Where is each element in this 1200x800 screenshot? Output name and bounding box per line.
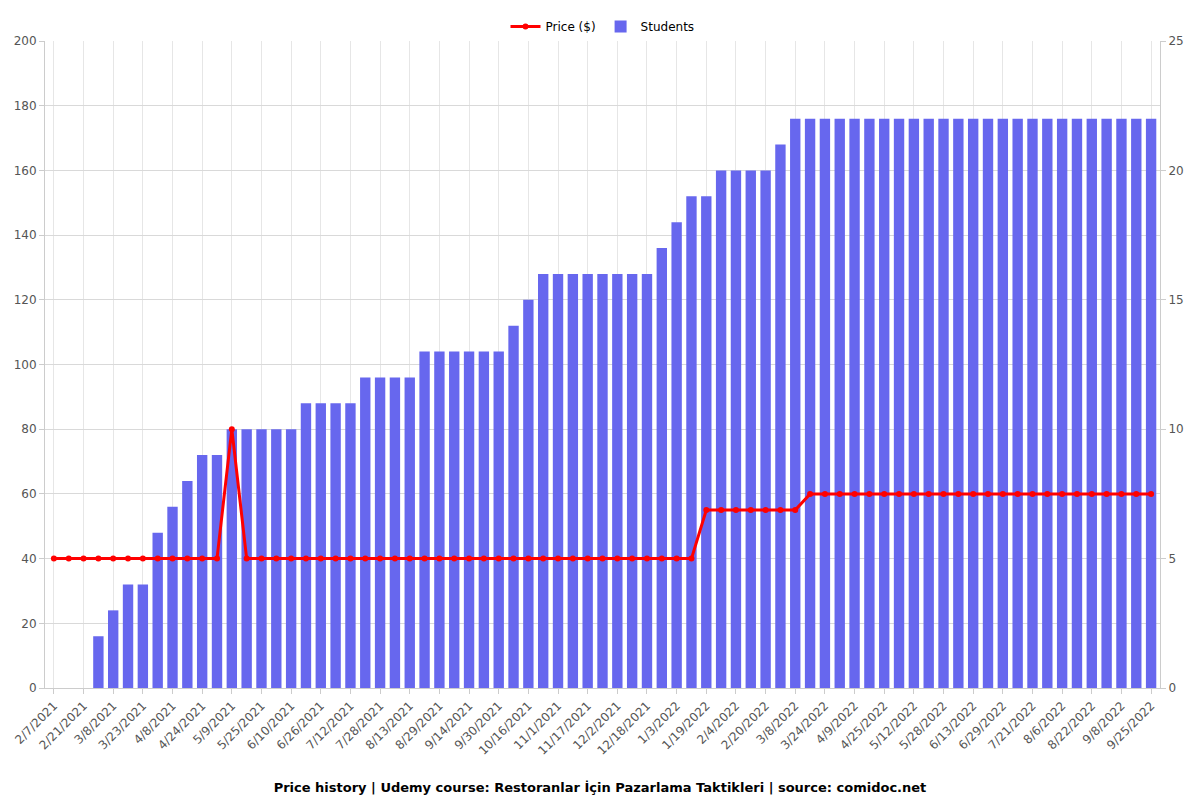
svg-text:4/25/2022: 4/25/2022 bbox=[837, 699, 890, 752]
svg-text:10/16/2021: 10/16/2021 bbox=[476, 699, 535, 758]
svg-text:5/12/2022: 5/12/2022 bbox=[867, 699, 920, 752]
svg-text:2/21/2021: 2/21/2021 bbox=[37, 699, 90, 752]
svg-text:11/17/2021: 11/17/2021 bbox=[535, 699, 594, 758]
svg-text:160: 160 bbox=[14, 164, 37, 178]
svg-text:3/24/2022: 3/24/2022 bbox=[778, 699, 831, 752]
svg-text:8/13/2021: 8/13/2021 bbox=[363, 699, 416, 752]
svg-text:140: 140 bbox=[14, 228, 37, 242]
svg-text:4/9/2022: 4/9/2022 bbox=[813, 699, 861, 747]
svg-text:1/3/2022: 1/3/2022 bbox=[635, 699, 683, 747]
svg-text:2/4/2022: 2/4/2022 bbox=[694, 699, 742, 747]
svg-text:60: 60 bbox=[21, 487, 36, 501]
svg-text:12/2/2021: 12/2/2021 bbox=[570, 699, 623, 752]
svg-text:180: 180 bbox=[14, 99, 37, 113]
svg-text:8/22/2022: 8/22/2022 bbox=[1045, 699, 1098, 752]
svg-text:8/29/2021: 8/29/2021 bbox=[392, 699, 445, 752]
svg-text:Students: Students bbox=[641, 20, 695, 34]
svg-text:5/28/2022: 5/28/2022 bbox=[896, 699, 949, 752]
svg-text:6/13/2022: 6/13/2022 bbox=[926, 699, 979, 752]
svg-text:100: 100 bbox=[14, 358, 37, 372]
svg-text:20: 20 bbox=[21, 617, 36, 631]
svg-text:12/18/2021: 12/18/2021 bbox=[595, 699, 654, 758]
svg-text:2/7/2021: 2/7/2021 bbox=[12, 699, 60, 747]
svg-text:5/9/2021: 5/9/2021 bbox=[190, 699, 238, 747]
svg-text:7/28/2021: 7/28/2021 bbox=[333, 699, 386, 752]
svg-text:40: 40 bbox=[21, 552, 36, 566]
svg-text:9/14/2021: 9/14/2021 bbox=[422, 699, 475, 752]
svg-text:15: 15 bbox=[1168, 293, 1183, 307]
svg-text:4/8/2021: 4/8/2021 bbox=[131, 699, 179, 747]
svg-text:3/23/2021: 3/23/2021 bbox=[96, 699, 149, 752]
svg-text:9/30/2021: 9/30/2021 bbox=[452, 699, 505, 752]
svg-text:0: 0 bbox=[29, 681, 37, 695]
svg-text:Price ($): Price ($) bbox=[546, 20, 596, 34]
svg-text:6/10/2021: 6/10/2021 bbox=[244, 699, 297, 752]
svg-text:20: 20 bbox=[1168, 164, 1183, 178]
svg-text:80: 80 bbox=[21, 422, 36, 436]
svg-text:5: 5 bbox=[1168, 552, 1176, 566]
svg-text:9/8/2022: 9/8/2022 bbox=[1080, 699, 1128, 747]
svg-text:11/1/2021: 11/1/2021 bbox=[511, 699, 564, 752]
svg-text:5/25/2021: 5/25/2021 bbox=[214, 699, 267, 752]
svg-text:200: 200 bbox=[14, 34, 37, 48]
svg-text:25: 25 bbox=[1168, 34, 1183, 48]
svg-text:8/6/2022: 8/6/2022 bbox=[1020, 699, 1068, 747]
svg-text:Price history | Udemy course:: Price history | Udemy course: Restoranla… bbox=[274, 780, 927, 795]
svg-text:3/8/2022: 3/8/2022 bbox=[754, 699, 802, 747]
svg-text:120: 120 bbox=[14, 293, 37, 307]
svg-text:2/20/2022: 2/20/2022 bbox=[719, 699, 772, 752]
svg-text:1/19/2022: 1/19/2022 bbox=[659, 699, 712, 752]
svg-text:7/12/2021: 7/12/2021 bbox=[303, 699, 356, 752]
svg-text:9/25/2022: 9/25/2022 bbox=[1104, 699, 1157, 752]
svg-text:4/24/2021: 4/24/2021 bbox=[155, 699, 208, 752]
svg-text:10: 10 bbox=[1168, 422, 1183, 436]
svg-text:3/8/2021: 3/8/2021 bbox=[72, 699, 120, 747]
svg-text:6/26/2021: 6/26/2021 bbox=[274, 699, 327, 752]
svg-text:6/29/2022: 6/29/2022 bbox=[956, 699, 1009, 752]
svg-text:7/21/2022: 7/21/2022 bbox=[985, 699, 1038, 752]
svg-text:0: 0 bbox=[1168, 681, 1176, 695]
